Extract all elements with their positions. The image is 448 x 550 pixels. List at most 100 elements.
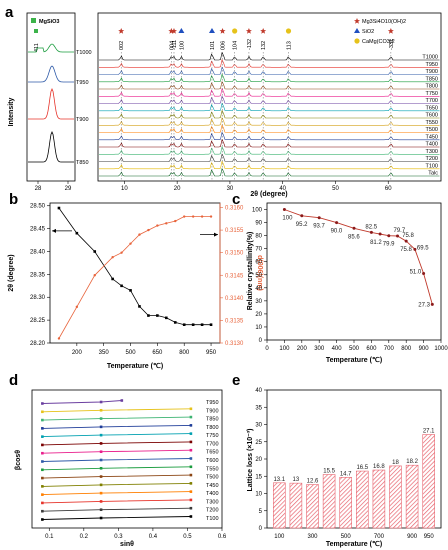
e-y-tick-label: 20 <box>255 457 262 463</box>
xrd-series-label: T600 <box>425 113 438 119</box>
peak-label: 006 <box>221 41 227 50</box>
xrd-series-label: T850 <box>425 76 438 82</box>
d-data-point <box>99 516 103 520</box>
b-data-point <box>93 250 97 253</box>
talc-peak-star <box>118 28 125 34</box>
peak-label: -331 <box>389 39 395 50</box>
d-series-line <box>42 458 191 462</box>
e-bar-value-label: 13 <box>293 477 300 483</box>
panel-label-b: b <box>9 191 18 208</box>
talc-peak-star <box>170 28 177 34</box>
d-series-line <box>42 449 191 454</box>
e-y-tick-label: 15 <box>255 474 262 480</box>
c-data-label: 75.8 <box>402 233 414 239</box>
d-data-point <box>41 468 44 472</box>
talc-peak-star <box>387 28 394 34</box>
xrd-pattern-line <box>99 102 440 112</box>
b-y-right-label: d(006)(nm) <box>256 255 263 291</box>
d-data-point <box>41 476 44 480</box>
b-data-point <box>138 233 141 236</box>
c-x-tick-label: 100 <box>279 346 290 352</box>
b-y-right-label-tick: 0.3145 <box>225 273 244 279</box>
d-x-tick-label: 0.6 <box>218 534 227 540</box>
talc-peak-star <box>245 28 252 34</box>
b-data-point <box>174 219 177 223</box>
b-y-left-label-tick: 28.35 <box>30 272 46 278</box>
sio2-legend-text: SiO2 <box>362 29 374 35</box>
inset-xrd-line <box>28 87 74 120</box>
d-data-point <box>189 498 193 502</box>
inset-line-label: T900 <box>76 117 89 123</box>
d-data-point <box>41 485 44 488</box>
e-bar-value-label: 16.5 <box>356 465 368 471</box>
b-data-point <box>156 224 159 227</box>
peak-marker-square <box>34 29 38 33</box>
b-data-point <box>209 323 213 326</box>
c-data-point <box>378 232 382 236</box>
b-data-point <box>147 228 150 232</box>
b-data-point <box>173 321 177 324</box>
d-data-point <box>41 410 44 414</box>
e-x-tick-label: 300 <box>307 534 318 540</box>
b-y-right-label-tick: 0.3130 <box>225 341 244 347</box>
d-data-point <box>189 424 193 427</box>
d-series-label: T800 <box>206 425 219 431</box>
c-x-tick-label: 600 <box>366 346 377 352</box>
xrd-x-tick-label: 20 <box>174 186 181 192</box>
b-data-point <box>182 323 186 326</box>
d-series-line <box>42 491 191 496</box>
e-x-tick-label: 100 <box>274 534 285 540</box>
b-x-label: Temperature (℃) <box>107 362 163 370</box>
c-data-label: 82.5 <box>365 224 377 230</box>
xrd-pattern-line <box>99 131 440 141</box>
d-x-tick-label: 0.4 <box>149 534 158 540</box>
c-data-label: 85.6 <box>348 234 360 240</box>
xrd-series-label: T900 <box>425 69 438 75</box>
b-x-tick-label: 650 <box>152 350 163 356</box>
c-y-tick-label: 90 <box>255 221 262 227</box>
talc-legend-text: Mg3Si4O10(OH)2 <box>362 19 406 25</box>
c-data-point <box>317 216 321 220</box>
xrd-x-tick-label: 10 <box>121 186 128 192</box>
c-x-tick-label: 0 <box>265 346 269 352</box>
b-data-point <box>165 222 168 225</box>
xrd-series-label: T650 <box>425 105 438 111</box>
b-data-point <box>57 206 61 210</box>
inset-line-label: T950 <box>76 80 89 86</box>
b-data-point <box>75 231 79 235</box>
inset-x-tick: 28 <box>35 186 42 192</box>
c-y-tick-label: 30 <box>255 299 262 305</box>
b-left-arrowhead <box>52 228 56 233</box>
b-data-point <box>111 255 114 259</box>
c-x-tick-label: 1000 <box>434 346 448 352</box>
talc-legend-star <box>354 18 360 24</box>
d-series-label: T900 <box>206 408 219 414</box>
c-y-tick-label: 10 <box>255 325 262 331</box>
c-x-label: Temperature (℃) <box>326 356 382 364</box>
b-data-point <box>156 314 159 317</box>
d-data-point <box>99 458 103 462</box>
e-x-label: Temperature (℃) <box>326 540 382 548</box>
c-data-label: 81.2 <box>370 240 382 246</box>
xrd-pattern-line <box>99 117 440 126</box>
e-bar-value-label: 18 <box>392 460 399 466</box>
b-y-left-label-tick: 28.40 <box>30 249 46 255</box>
d-series-line <box>42 416 191 421</box>
b-y-left-label: 2θ (degree) <box>8 254 15 291</box>
camg-peak-circle <box>232 28 238 34</box>
b-data-point <box>111 277 114 281</box>
b-data-point <box>200 323 204 326</box>
panel-label-c: c <box>232 191 240 208</box>
panel-label-a: a <box>5 4 14 21</box>
c-x-tick-label: 300 <box>314 346 325 352</box>
d-data-point <box>189 457 193 460</box>
xrd-series-label: T500 <box>425 127 438 133</box>
d-series-label: T950 <box>206 400 219 406</box>
xrd-x-tick-label: 30 <box>227 186 234 192</box>
d-data-point <box>189 465 193 469</box>
d-data-point <box>189 482 193 485</box>
e-bar-value-label: 18.2 <box>406 459 418 465</box>
d-data-point <box>41 460 44 463</box>
xrd-pattern-line <box>99 109 440 119</box>
b-data-point <box>200 215 204 218</box>
